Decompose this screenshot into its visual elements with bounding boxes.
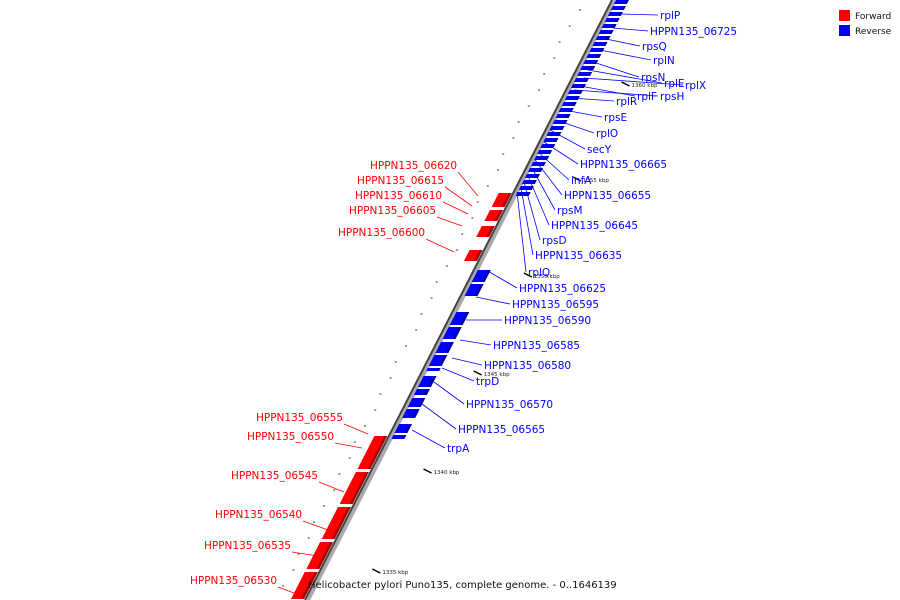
tick-label: 1360 kbp: [632, 83, 658, 89]
forward-gene-label[interactable]: HPPN135_06610: [355, 190, 442, 202]
major-tick: [423, 468, 432, 474]
leader-line: [605, 38, 641, 47]
forward-gene-label[interactable]: HPPN135_06550: [247, 431, 334, 443]
reverse-gene-label[interactable]: rpsN: [641, 72, 665, 84]
leader-line: [459, 339, 492, 346]
reverse-gene-label[interactable]: secY: [587, 144, 612, 156]
reverse-gene-label[interactable]: HPPN135_06645: [551, 220, 638, 232]
reverse-gene-label[interactable]: HPPN135_06665: [580, 159, 667, 171]
reverse-gene-label[interactable]: rplN: [653, 55, 675, 67]
reverse-gene-label[interactable]: HPPN135_06585: [493, 340, 580, 352]
leader-line: [573, 89, 659, 97]
reverse-gene-label[interactable]: rpsQ: [642, 41, 667, 53]
reverse-gene-label[interactable]: rpsE: [604, 112, 627, 124]
legend-swatch: [839, 25, 850, 36]
reverse-gene-label[interactable]: rplF: [637, 91, 657, 103]
leader-line: [436, 216, 463, 227]
reverse-gene-label[interactable]: HPPN135_06580: [484, 360, 571, 372]
leader-line: [444, 186, 473, 207]
legend-swatch: [839, 10, 850, 21]
leader-line: [442, 201, 469, 215]
leader-line: [433, 381, 465, 405]
leader-line: [475, 296, 511, 305]
reverse-gene-label[interactable]: rpsD: [542, 235, 567, 247]
tick-label: 1355 kbp: [583, 178, 609, 184]
tick-label: 1340 kbp: [434, 470, 460, 476]
leader-line: [457, 171, 479, 197]
reverse-gene-label[interactable]: rpsH: [660, 91, 684, 103]
forward-gene-label[interactable]: HPPN135_06605: [349, 205, 436, 217]
reverse-gene-label[interactable]: HPPN135_06595: [512, 299, 599, 311]
reverse-gene-label[interactable]: HPPN135_06655: [564, 190, 651, 202]
leader-line: [411, 429, 446, 449]
major-tick: [621, 81, 630, 87]
leader-line: [583, 77, 684, 86]
forward-gene-label[interactable]: HPPN135_06555: [256, 412, 343, 424]
tick-label: 1335 kbp: [382, 570, 408, 576]
leader-line: [612, 27, 649, 32]
leader-line: [343, 423, 369, 435]
legend-label: Reverse: [855, 27, 892, 37]
forward-gene-label[interactable]: HPPN135_06535: [204, 540, 291, 552]
leader-line: [302, 520, 329, 531]
major-tick: [473, 370, 482, 376]
leader-line: [520, 187, 534, 256]
forward-gene-label[interactable]: HPPN135_06545: [231, 470, 318, 482]
reverse-gene-label[interactable]: rplX: [685, 80, 706, 92]
major-tick: [372, 568, 381, 574]
leader-line: [421, 403, 457, 430]
reverse-gene-label[interactable]: rplO: [596, 128, 618, 140]
reverse-gene-label[interactable]: HPPN135_06565: [458, 424, 545, 436]
leader-line: [318, 481, 345, 493]
reverse-gene-label[interactable]: trpD: [476, 376, 499, 388]
legend: Forward Reverse: [839, 10, 892, 37]
leader-line: [620, 13, 659, 16]
backbone-shadow: [306, 0, 617, 600]
reverse-gene-label[interactable]: rplR: [616, 96, 637, 108]
map-caption: Helicobacter pylori Puno135, complete ge…: [308, 580, 617, 591]
tick-label: 1350 kbp: [534, 274, 560, 280]
forward-gene-label[interactable]: HPPN135_06530: [190, 575, 277, 587]
leader-line: [579, 85, 636, 97]
reverse-gene-label[interactable]: rplP: [660, 10, 680, 22]
reverse-gene-label[interactable]: HPPN135_06570: [466, 399, 553, 411]
genome-backbone: [304, 0, 613, 600]
tick-label: 1345 kbp: [484, 372, 510, 378]
legend-label: Forward: [855, 12, 891, 22]
forward-gene-label[interactable]: HPPN135_06615: [357, 175, 444, 187]
leader-line: [527, 175, 550, 226]
reverse-gene-label[interactable]: rpsM: [557, 205, 583, 217]
reverse-gene-label[interactable]: HPPN135_06590: [504, 315, 591, 327]
leader-line: [592, 61, 640, 78]
reverse-gene-label[interactable]: HPPN135_06725: [650, 26, 737, 38]
leader-line: [451, 357, 483, 366]
leader-line: [334, 442, 363, 449]
leader-line: [441, 367, 475, 382]
reverse-gene-label[interactable]: HPPN135_06635: [535, 250, 622, 262]
forward-gene-label[interactable]: HPPN135_06540: [215, 509, 302, 521]
reverse-gene-label[interactable]: rplQ: [528, 267, 550, 279]
leader-line: [425, 238, 455, 253]
leader-line: [587, 69, 663, 84]
forward-gene-label[interactable]: HPPN135_06600: [338, 227, 425, 239]
forward-gene-label[interactable]: HPPN135_06620: [370, 160, 457, 172]
reverse-gene-label[interactable]: HPPN135_06625: [519, 283, 606, 295]
reverse-gene-label[interactable]: trpA: [447, 443, 470, 455]
reverse-gene-label[interactable]: infA: [571, 175, 592, 187]
leader-line: [599, 49, 652, 61]
major-tick: [572, 176, 582, 182]
leader-line: [523, 181, 541, 241]
major-tick: [523, 272, 533, 278]
leader-line: [516, 191, 527, 273]
leader-line: [485, 269, 518, 289]
